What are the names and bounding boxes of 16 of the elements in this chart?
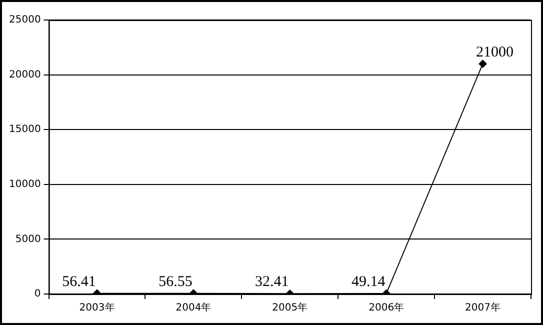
data-label: 56.55 [158, 274, 192, 290]
x-tick-label: 2007年 [465, 302, 501, 314]
y-tick-label: 10000 [9, 178, 41, 190]
y-tick-label: 25000 [9, 14, 41, 26]
y-tick-label: 0 [34, 288, 41, 300]
x-tick-label: 2005年 [272, 302, 308, 314]
data-label: 21000 [476, 44, 514, 60]
x-tick-label: 2006年 [368, 302, 404, 314]
data-label: 56.41 [62, 274, 96, 290]
data-label: 49.14 [351, 274, 386, 290]
y-tick-label: 15000 [9, 124, 41, 136]
x-tick-label: 2003年 [79, 302, 115, 314]
data-label: 32.41 [255, 274, 289, 290]
y-tick-label: 20000 [9, 69, 41, 80]
x-tick-label: 2004年 [176, 302, 212, 314]
y-tick-label: 5000 [15, 234, 41, 245]
